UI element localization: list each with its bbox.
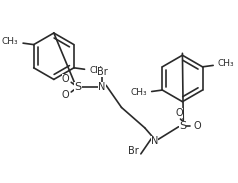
Text: O: O: [176, 108, 183, 118]
Text: S: S: [74, 82, 82, 92]
Text: Br: Br: [128, 146, 139, 156]
Text: N: N: [151, 136, 158, 146]
Text: O: O: [193, 121, 201, 131]
Text: CH₃: CH₃: [89, 66, 106, 75]
Text: Br: Br: [97, 67, 108, 77]
Text: N: N: [99, 82, 106, 92]
Text: CH₃: CH₃: [130, 88, 147, 98]
Text: CH₃: CH₃: [218, 59, 235, 68]
Text: O: O: [62, 74, 69, 84]
Text: S: S: [179, 121, 186, 131]
Text: CH₃: CH₃: [2, 37, 18, 46]
Text: O: O: [62, 90, 69, 100]
